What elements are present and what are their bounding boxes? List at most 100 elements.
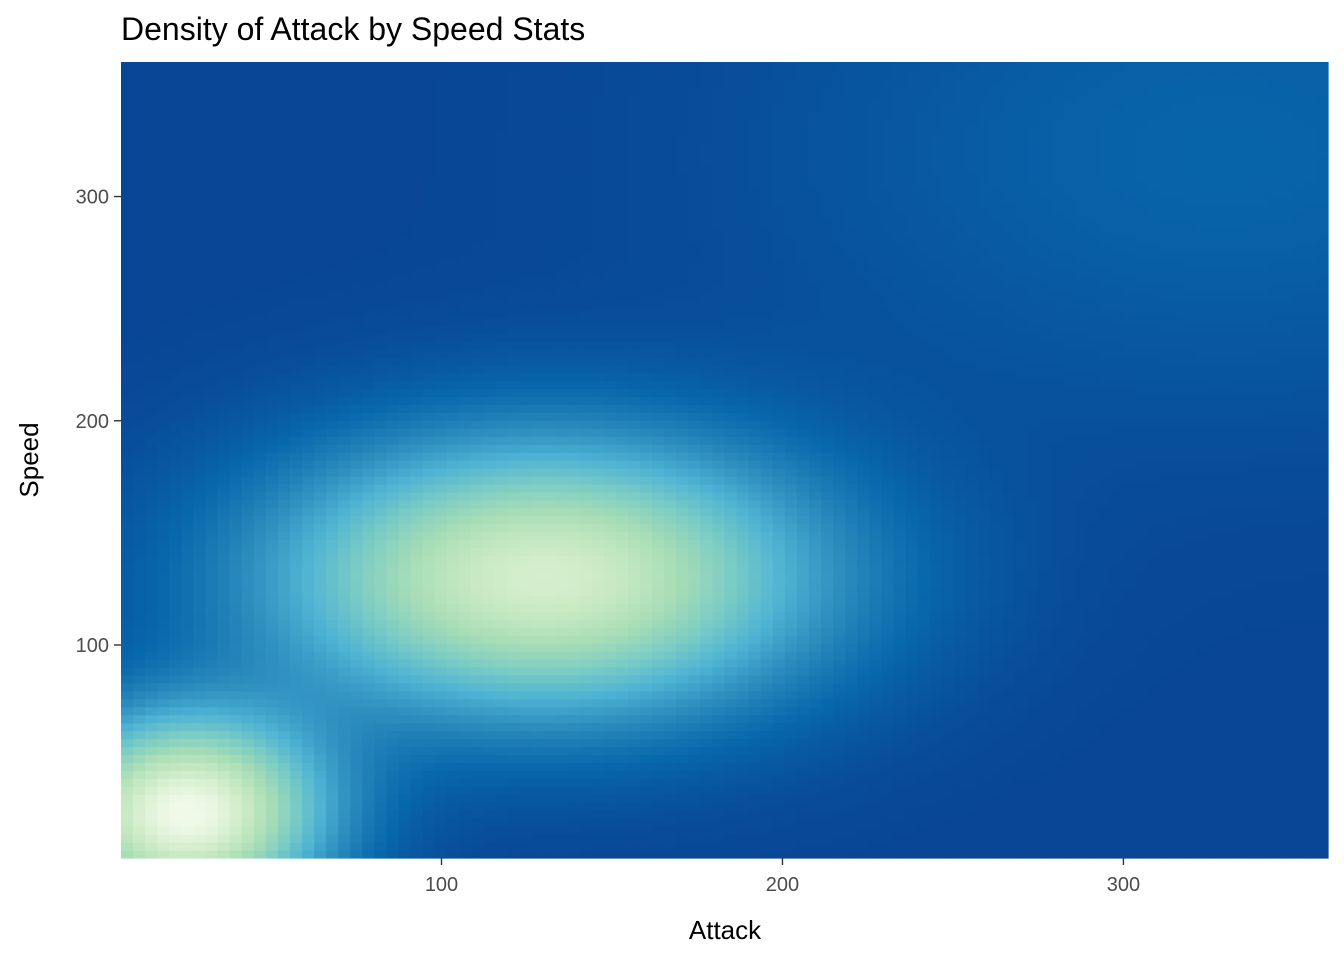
heatmap-cell: [241, 157, 255, 167]
heatmap-cell: [169, 284, 182, 294]
heatmap-cell: [362, 316, 376, 326]
heatmap-cell: [652, 93, 665, 103]
heatmap-cell: [615, 754, 629, 764]
heatmap-cell: [410, 276, 424, 286]
heatmap-cell: [253, 125, 267, 135]
heatmap-cell: [555, 762, 569, 772]
heatmap-cell: [507, 507, 520, 517]
heatmap-cell: [434, 826, 448, 835]
heatmap-cell: [169, 850, 182, 859]
heatmap-cell: [362, 523, 376, 533]
heatmap-cell: [591, 69, 605, 79]
heatmap-cell: [181, 555, 195, 565]
heatmap-cell: [603, 475, 617, 485]
heatmap-cell: [121, 141, 134, 151]
heatmap-cell: [338, 722, 351, 732]
heatmap-cell: [338, 404, 351, 413]
heatmap-cell: [567, 698, 581, 708]
heatmap-cell: [531, 754, 545, 764]
heatmap-cell: [277, 682, 291, 692]
heatmap-cell: [289, 93, 303, 103]
heatmap-cell: [205, 364, 219, 374]
heatmap-cell: [471, 316, 484, 326]
heatmap-cell: [217, 133, 231, 143]
heatmap-cell: [434, 213, 448, 222]
heatmap-cell: [422, 698, 436, 708]
heatmap-cell: [229, 93, 243, 103]
heatmap-cell: [446, 659, 460, 668]
heatmap-cell: [688, 579, 701, 588]
heatmap-cell: [265, 276, 279, 286]
heatmap-cell: [495, 205, 508, 214]
heatmap-cell: [458, 619, 472, 628]
heatmap-cell: [205, 284, 219, 294]
heatmap-cell: [350, 651, 363, 660]
heatmap-cell: [338, 579, 351, 588]
heatmap-cell: [652, 372, 665, 381]
heatmap-cell: [205, 507, 219, 517]
heatmap-cell: [265, 730, 279, 740]
heatmap-cell: [591, 746, 605, 756]
heatmap-cell: [398, 284, 412, 294]
heatmap-cell: [519, 666, 532, 676]
heatmap-cell: [145, 619, 158, 628]
heatmap-cell: [483, 714, 496, 724]
heatmap-cell: [652, 460, 665, 469]
heatmap-cell: [181, 467, 195, 477]
heatmap-cell: [471, 499, 484, 509]
heatmap-cell: [217, 189, 231, 198]
heatmap-cell: [676, 850, 689, 859]
heatmap-cell: [422, 372, 436, 381]
heatmap-cell: [627, 619, 641, 628]
heatmap-cell: [193, 738, 207, 748]
heatmap-cell: [277, 308, 291, 318]
heatmap-cell: [627, 674, 641, 684]
heatmap-cell: [652, 531, 665, 541]
heatmap-cell: [458, 125, 472, 135]
heatmap-cell: [483, 348, 496, 358]
heatmap-cell: [157, 117, 170, 127]
heatmap-cell: [350, 372, 363, 381]
heatmap-cell: [652, 316, 665, 326]
heatmap-cell: [193, 308, 207, 318]
heatmap-cell: [676, 69, 689, 79]
heatmap-cell: [640, 308, 653, 318]
heatmap-cell: [531, 157, 545, 167]
heatmap-cell: [519, 826, 532, 835]
heatmap-cell: [217, 125, 231, 135]
heatmap-cell: [289, 539, 303, 549]
heatmap-cell: [253, 555, 267, 565]
heatmap-cell: [519, 770, 532, 779]
heatmap-cell: [217, 412, 231, 421]
heatmap-cell: [555, 324, 569, 334]
heatmap-cell: [519, 261, 532, 270]
heatmap-cell: [205, 324, 219, 334]
heatmap-cell: [434, 579, 448, 588]
heatmap-cell: [615, 770, 629, 779]
heatmap-cell: [664, 332, 677, 342]
heatmap-cell: [133, 571, 146, 580]
heatmap-cell: [640, 276, 653, 286]
heatmap-cell: [217, 149, 231, 159]
heatmap-cell: [664, 603, 677, 612]
heatmap-cell: [386, 213, 400, 222]
heatmap-cell: [374, 467, 388, 477]
heatmap-cell: [495, 452, 508, 461]
heatmap-cell: [314, 62, 327, 71]
heatmap-cell: [458, 189, 472, 198]
heatmap-cell: [507, 396, 520, 405]
heatmap-cell: [410, 746, 424, 756]
heatmap-cell: [688, 690, 701, 700]
heatmap-cell: [326, 571, 339, 580]
heatmap-cell: [446, 587, 460, 596]
heatmap-cell: [531, 682, 545, 692]
heatmap-cell: [700, 467, 714, 477]
heatmap-cell: [145, 690, 158, 700]
heatmap-cell: [627, 643, 641, 652]
heatmap-cell: [410, 245, 424, 254]
heatmap-cell: [579, 523, 593, 533]
heatmap-cell: [531, 77, 545, 87]
heatmap-cell: [326, 539, 339, 549]
heatmap-cell: [217, 77, 231, 87]
heatmap-cell: [350, 261, 363, 270]
